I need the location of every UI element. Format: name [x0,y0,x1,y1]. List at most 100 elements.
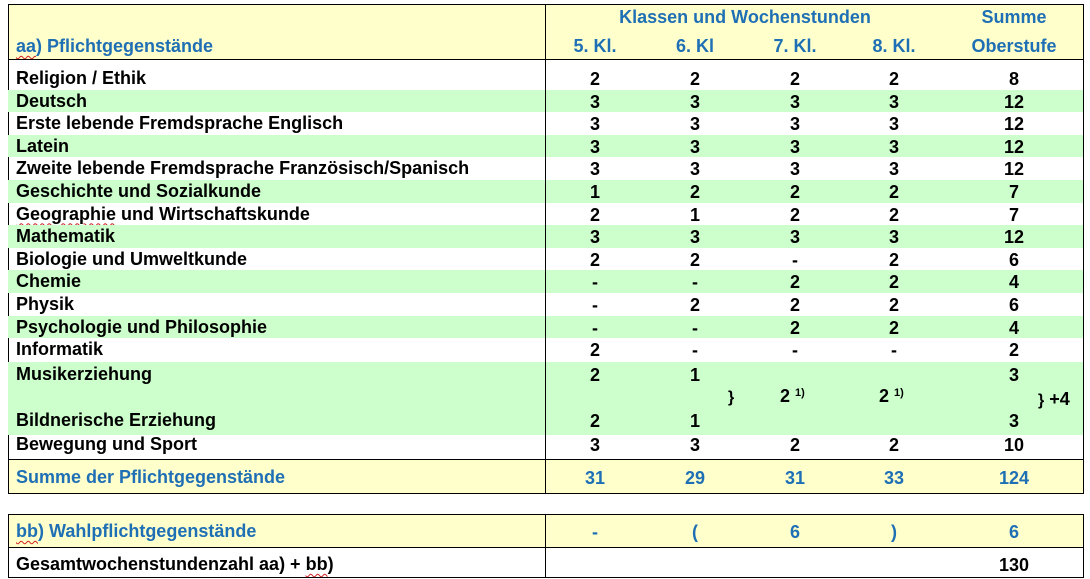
brace-left: } [728,389,735,406]
cell-sum: 10 [1003,435,1025,455]
col-header-6: 6. Kl [675,36,714,56]
cell-6: 2 [689,69,700,89]
cell-8: 3 [888,91,899,112]
cell-sum: 12 [1003,136,1025,157]
cell-7: 2 [789,182,800,202]
cell-sum: 4 [1008,272,1019,293]
cell-6: 3 [689,159,700,180]
cell-5: 2 [589,204,600,225]
subject-name: Bildnerische Erziehung [16,410,217,430]
cell-7: 2 [789,204,800,225]
cell-8: 2 [888,295,899,315]
gesamt-label-a: Gesamtwochenstundenzahl aa) + [16,554,306,574]
summe-8: 33 [883,468,905,488]
cell-7: 3 [789,159,800,180]
gesamt-label-b: bb [305,554,328,574]
cell-sum: 3 [1008,411,1019,431]
section-prefix: aa [16,36,37,56]
subject-name: Erste lebende Fremdsprache Englisch [16,113,344,134]
summe-row [8,459,1084,494]
table-row [8,89,1084,113]
cell-5: 2 [589,365,600,385]
cell-6: 3 [689,91,700,112]
cell-5: 3 [589,114,600,135]
cell-8: 2 [888,272,899,293]
wahl-7: 6 [789,522,800,542]
cell-5: - [592,317,598,338]
cell-8: 3 [888,227,899,248]
cell-6: 3 [689,435,700,455]
subject-name: Biologie und Umweltkunde [16,248,248,269]
wahl-6: ( [692,522,698,542]
cell-7: 2 [789,69,800,89]
subject-name: Mathematik [16,226,116,247]
wahl-5: - [592,522,598,542]
cell-6: 2 [689,295,700,315]
gesamt-label-c: ) [327,554,334,574]
cell-5: - [592,272,598,293]
cell-6: 3 [689,227,700,248]
subject-name: Religion / Ethik [16,68,147,88]
subject-name: Informatik [16,339,104,360]
footnote-8: 1) [894,387,904,399]
cell-sum: 7 [1008,204,1019,225]
grid-line [545,514,546,578]
cell-sum: 7 [1008,182,1019,202]
cell-8: 2 [888,435,899,455]
cell-5: 3 [589,227,600,248]
cell-sum: 12 [1003,91,1025,112]
table-row [8,315,1084,339]
subject-name: Deutsch [16,90,88,111]
summe-total: 124 [998,468,1030,488]
cell-6: 1 [689,365,700,385]
gesamt-sum: 130 [998,555,1030,575]
grid-line [1083,4,1084,494]
subject-name-underlined: Geographie [16,203,117,224]
cell-sum: 2 [1008,340,1019,361]
cell-sum: 8 [1008,69,1019,89]
cell-8: 2 [888,204,899,225]
cell-6: 2 [689,182,700,202]
subject-name: Geographie und Wirtschaftskunde [16,203,310,224]
wahl-prefix: bb [16,521,38,541]
summe-6: 29 [684,468,706,488]
extra-hours: +4 [1049,389,1070,409]
brace-right: } +4 [1038,389,1070,410]
wahl-rest: ) Wahlpflichtgegenstände [38,521,257,541]
cell-sum: 12 [1003,227,1025,248]
cell-6: 3 [689,136,700,157]
cell-5: 3 [589,435,600,455]
cell-6: 2 [689,249,700,270]
cell-8: 3 [888,159,899,180]
cell-8: 2 [888,182,899,202]
table-row [8,225,1084,248]
cell-7: - [792,340,798,361]
section-rest: ) Pflichtgegenstände [36,36,214,56]
cell-7: 2 [789,272,800,293]
cell-8: 2 [888,317,899,338]
cell-8: 2 [888,249,899,270]
col-header-5: 5. Kl. [573,36,617,56]
cell-8: 2 [888,69,899,89]
wahl-row [8,514,1084,548]
cell-sum: 4 [1008,317,1019,338]
subject-name: Psychologie und Philosophie [16,316,268,337]
col-header-7: 7. Kl. [773,36,817,56]
wahl-sum: 6 [1008,522,1019,542]
cell-7: 2 [789,317,800,338]
cell-5: 2 [589,249,600,270]
cell-6: - [692,317,698,338]
cell-sum: 6 [1008,249,1019,270]
col-header-8: 8. Kl. [872,36,916,56]
merged-7: 2 1) [780,386,805,407]
summe-7: 31 [784,468,806,488]
subject-name: Musikerziehung [16,364,153,384]
summe-5: 31 [584,468,606,488]
cell-7: 2 [789,295,800,315]
gesamt-row [8,547,1084,578]
wahl-label: bb) Wahlpflichtgegenstände [16,521,256,542]
merged-8-value: 2 [879,386,890,406]
table-row [8,134,1084,158]
merged-8: 2 1) [879,386,904,407]
subject-name: Bewegung und Sport [16,434,197,454]
